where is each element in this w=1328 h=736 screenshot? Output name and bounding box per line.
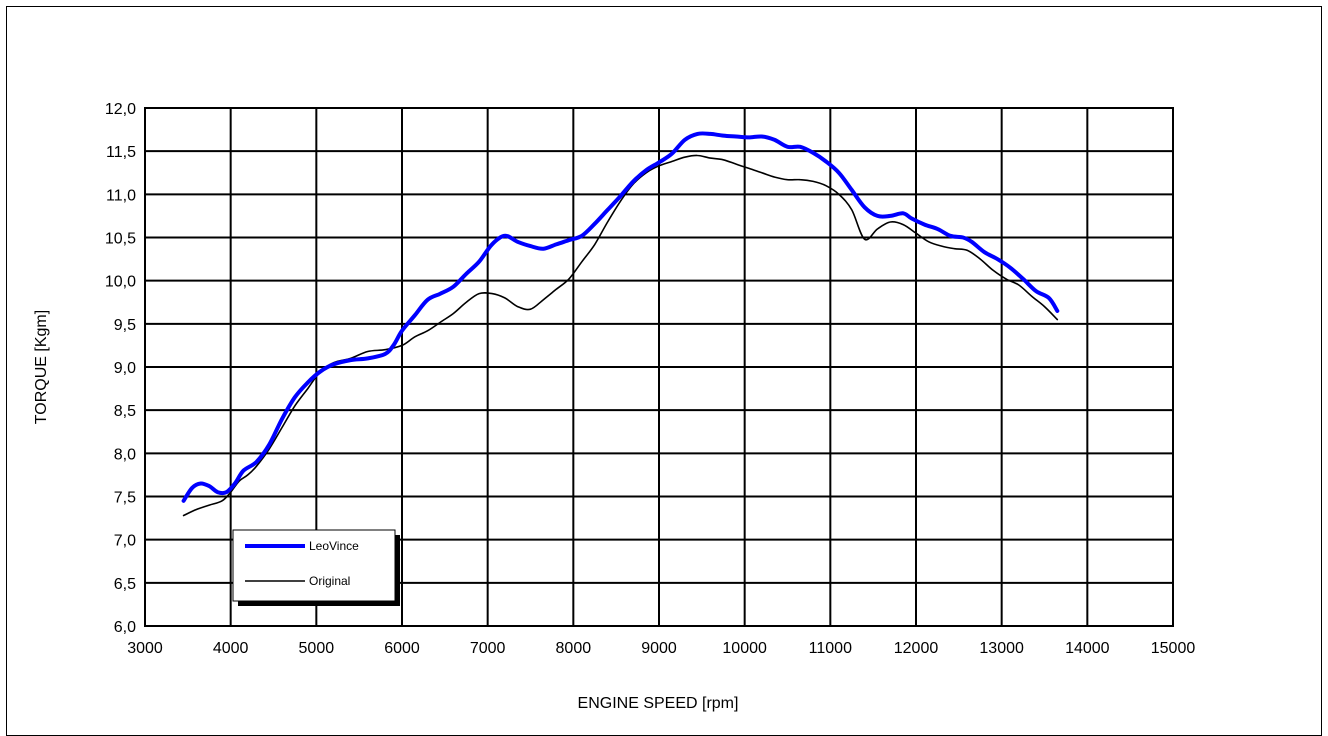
x-tick-labels: 3000 4000 5000 6000 7000 8000 9000 10000 11000 12… bbox=[127, 640, 1195, 657]
y-tick-label: 6,5 bbox=[114, 576, 136, 593]
x-tick-label: 14000 bbox=[1065, 640, 1110, 657]
legend-label-original: Original bbox=[309, 574, 350, 588]
x-tick-label: 3000 bbox=[127, 640, 163, 657]
legend: LeoVince Original bbox=[232, 529, 400, 606]
x-tick-label: 10000 bbox=[722, 640, 767, 657]
x-tick-label: 8000 bbox=[556, 640, 592, 657]
y-tick-label: 8,0 bbox=[114, 446, 136, 463]
x-tick-label: 4000 bbox=[213, 640, 249, 657]
y-axis-title: TORQUE [Kgm] bbox=[33, 310, 50, 424]
y-tick-label: 7,0 bbox=[114, 533, 136, 550]
y-tick-label: 10,0 bbox=[105, 274, 136, 291]
y-tick-label: 7,5 bbox=[114, 490, 136, 507]
x-tick-label: 12000 bbox=[894, 640, 939, 657]
x-tick-label: 5000 bbox=[299, 640, 335, 657]
series-line-original bbox=[182, 154, 1059, 517]
x-tick-label: 13000 bbox=[979, 640, 1024, 657]
y-tick-label: 6,0 bbox=[114, 619, 136, 636]
legend-label-leovince: LeoVince bbox=[309, 539, 359, 553]
y-tick-label: 8,5 bbox=[114, 403, 136, 420]
x-tick-label: 6000 bbox=[384, 640, 420, 657]
y-tick-labels: 6,0 6,5 7,0 7,5 8,0 8,5 9,0 9,5 10,0 10,5 11,0 11,5… bbox=[105, 101, 136, 636]
y-tick-label: 9,0 bbox=[114, 360, 136, 377]
y-tick-label: 12,0 bbox=[105, 101, 136, 118]
y-tick-label: 11,5 bbox=[106, 144, 136, 161]
x-tick-label: 11000 bbox=[809, 640, 852, 657]
y-tick-label: 11,0 bbox=[106, 187, 136, 204]
x-tick-label: 7000 bbox=[470, 640, 506, 657]
y-tick-label: 10,5 bbox=[105, 231, 136, 248]
y-tick-label: 9,5 bbox=[114, 317, 136, 334]
x-axis-title: ENGINE SPEED [rpm] bbox=[578, 695, 739, 712]
series-line-leovince bbox=[181, 131, 1060, 503]
x-tick-label: 9000 bbox=[641, 640, 677, 657]
x-tick-label: 15000 bbox=[1151, 640, 1196, 657]
legend-box bbox=[232, 529, 396, 602]
series-layer bbox=[181, 131, 1060, 517]
